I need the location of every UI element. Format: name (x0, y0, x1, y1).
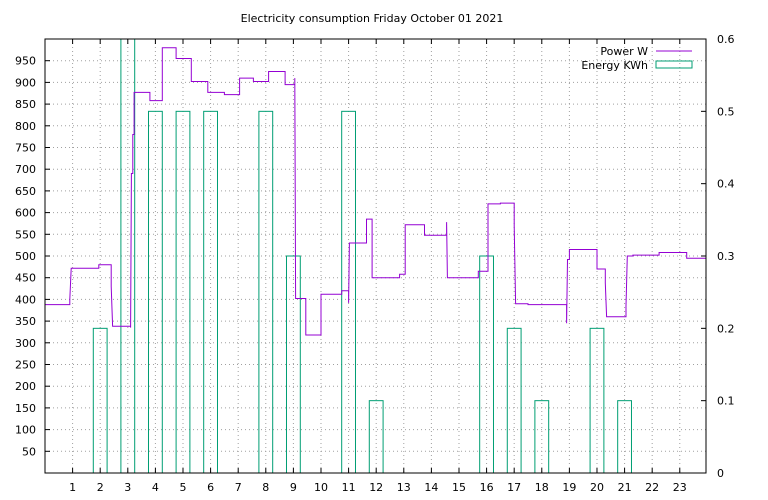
x-tick-label: 1 (69, 481, 76, 494)
y-tick-label: 400 (15, 293, 36, 306)
y-tick-label: 50 (22, 445, 36, 458)
x-tick-label: 4 (152, 481, 159, 494)
axis-ticks: 5010015020025030035040045050055060065070… (15, 33, 735, 494)
chart-title: Electricity consumption Friday October 0… (241, 12, 504, 25)
x-tick-label: 11 (342, 481, 356, 494)
x-tick-label: 18 (535, 481, 549, 494)
y-tick-label: 950 (15, 55, 36, 68)
y-tick-label: 200 (15, 380, 36, 393)
x-tick-label: 2 (97, 481, 104, 494)
y2-tick-label: 0.1 (717, 395, 735, 408)
x-tick-label: 16 (480, 481, 494, 494)
x-tick-label: 5 (179, 481, 186, 494)
y-tick-label: 500 (15, 250, 36, 263)
energy-bar (147, 110, 163, 474)
y-tick-label: 100 (15, 424, 36, 437)
x-tick-label: 7 (235, 481, 242, 494)
x-tick-label: 17 (507, 481, 521, 494)
x-tick-label: 22 (645, 481, 659, 494)
legend-swatch-energy (655, 60, 693, 69)
y-tick-label: 700 (15, 163, 36, 176)
energy-series (92, 38, 632, 474)
x-tick-label: 15 (452, 481, 466, 494)
y2-tick-label: 0.6 (717, 33, 735, 46)
x-tick-label: 6 (207, 481, 214, 494)
y-tick-label: 350 (15, 315, 36, 328)
y-tick-label: 900 (15, 76, 36, 89)
x-tick-label: 8 (262, 481, 269, 494)
y-tick-label: 650 (15, 185, 36, 198)
x-tick-label: 3 (124, 481, 131, 494)
y2-tick-label: 0.2 (717, 322, 735, 335)
energy-bar (175, 110, 191, 474)
energy-bar (203, 110, 218, 474)
grid (45, 39, 706, 473)
x-tick-label: 12 (369, 481, 383, 494)
legend-label-energy: Energy KWh (581, 59, 648, 72)
y-tick-label: 600 (15, 207, 36, 220)
y2-tick-label: 0.4 (717, 178, 735, 191)
x-tick-label: 9 (290, 481, 297, 494)
y-tick-label: 800 (15, 120, 36, 133)
x-tick-label: 21 (618, 481, 632, 494)
x-tick-label: 14 (424, 481, 438, 494)
y-tick-label: 250 (15, 359, 36, 372)
x-tick-label: 10 (314, 481, 328, 494)
y-tick-label: 300 (15, 337, 36, 350)
x-tick-label: 20 (590, 481, 604, 494)
x-tick-label: 19 (562, 481, 576, 494)
plot-frame (44, 38, 707, 474)
power-series (45, 47, 706, 336)
y2-tick-label: 0 (717, 467, 724, 480)
energy-bar (258, 110, 274, 474)
x-tick-label: 13 (397, 481, 411, 494)
x-tick-label: 23 (673, 481, 687, 494)
y-tick-label: 150 (15, 402, 36, 415)
y2-tick-label: 0.3 (717, 250, 735, 263)
y-tick-label: 450 (15, 272, 36, 285)
power-line (45, 47, 706, 336)
legend-label-power: Power W (600, 45, 648, 58)
y-tick-label: 550 (15, 228, 36, 241)
y-tick-label: 850 (15, 98, 36, 111)
y-tick-label: 750 (15, 142, 36, 155)
y2-tick-label: 0.5 (717, 105, 735, 118)
